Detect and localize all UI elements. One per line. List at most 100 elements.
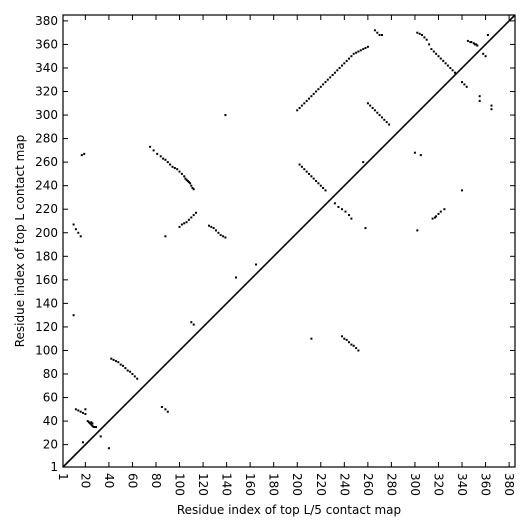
contact-point — [212, 227, 215, 230]
contact-point — [91, 422, 94, 425]
contact-point — [79, 235, 82, 238]
contact-point — [428, 43, 431, 46]
x-tick-label: 20 — [78, 473, 92, 488]
contact-point — [319, 85, 322, 88]
contact-point — [185, 178, 188, 181]
contact-point — [343, 62, 346, 65]
contact-point — [366, 102, 369, 105]
y-tick-label: 20 — [43, 438, 58, 452]
contact-point — [482, 52, 485, 55]
contact-point — [373, 109, 376, 112]
x-tick-label: 320 — [431, 473, 445, 496]
contact-point — [431, 217, 434, 220]
contact-point — [122, 364, 124, 367]
contact-point — [470, 41, 473, 44]
contact-point — [210, 225, 213, 228]
contact-point — [77, 409, 80, 412]
x-tick-label: 80 — [149, 473, 163, 488]
y-tick-label: 240 — [35, 179, 58, 193]
contact-point — [117, 361, 120, 364]
contact-point — [169, 163, 172, 166]
contact-point — [465, 85, 468, 88]
contact-point — [388, 123, 391, 126]
contact-point — [300, 165, 303, 168]
contact-point — [378, 34, 381, 36]
contact-point — [486, 34, 489, 36]
y-tick-label: 380 — [35, 14, 58, 28]
contact-point — [478, 99, 481, 102]
contact-point — [430, 48, 433, 51]
contact-point — [308, 172, 310, 175]
contact-point — [444, 62, 447, 65]
contact-point — [77, 231, 80, 234]
x-axis-ticks: 1 20 40 60 80 100 120 140 160 180 200 220 240 260 280 3… — [56, 15, 516, 496]
contact-point — [336, 69, 339, 72]
contact-point — [191, 187, 194, 189]
contact-point — [219, 234, 222, 237]
contact-point — [435, 52, 438, 55]
contact-point — [305, 99, 308, 102]
contact-point — [86, 420, 89, 423]
contact-point — [381, 116, 383, 119]
contact-point — [303, 102, 306, 105]
contact-points — [72, 29, 493, 450]
contact-point — [350, 55, 353, 58]
contact-point — [160, 406, 163, 408]
contact-point — [185, 221, 188, 224]
x-tick-label: 40 — [102, 473, 116, 488]
y-tick-label: 60 — [43, 391, 58, 405]
contact-point — [298, 107, 301, 109]
contact-point — [305, 170, 308, 173]
contact-point — [331, 74, 334, 76]
contact-point — [156, 152, 159, 155]
y-tick-label: 80 — [43, 367, 58, 381]
contact-point — [322, 187, 325, 189]
contact-point — [484, 55, 487, 58]
contact-point — [443, 208, 446, 211]
contact-point — [324, 189, 327, 192]
contact-point — [190, 216, 193, 219]
contact-point — [107, 447, 110, 450]
contact-point — [348, 214, 350, 217]
y-tick-label: 140 — [35, 296, 58, 310]
contact-point — [350, 343, 353, 346]
contact-point — [83, 152, 86, 155]
contact-point — [186, 180, 189, 182]
contact-point — [303, 168, 306, 171]
contact-point — [362, 161, 365, 164]
x-tick-label: 180 — [267, 473, 281, 496]
y-tick-label: 280 — [35, 132, 58, 146]
contact-point — [80, 154, 83, 157]
contact-point — [74, 408, 77, 411]
y-tick-label: 200 — [35, 226, 58, 240]
contact-point — [159, 155, 162, 158]
contact-point — [162, 157, 165, 160]
contact-point — [72, 223, 75, 226]
contact-point — [310, 337, 313, 340]
contact-point — [329, 76, 332, 79]
y-tick-label: 100 — [35, 343, 58, 357]
contact-point — [376, 111, 379, 114]
x-tick-label: 340 — [455, 473, 469, 496]
contact-point — [149, 145, 152, 148]
contact-point — [133, 375, 136, 378]
x-tick-label: 140 — [220, 473, 234, 496]
contact-point — [315, 90, 318, 93]
contact-point — [173, 167, 176, 169]
contact-point — [376, 31, 379, 34]
contact-point — [474, 43, 476, 46]
contact-point — [475, 43, 478, 46]
contact-point — [344, 210, 347, 213]
contact-point — [90, 423, 93, 426]
contact-point — [371, 107, 374, 109]
contact-point — [343, 337, 346, 340]
contact-point — [490, 108, 493, 111]
contact-point — [418, 32, 421, 35]
contact-point — [124, 367, 127, 370]
contact-point — [190, 321, 193, 324]
contact-point — [110, 357, 113, 360]
contact-point — [472, 42, 475, 45]
contact-point — [84, 408, 87, 411]
contact-point — [461, 81, 463, 84]
y-tick-label: 1 — [50, 460, 58, 474]
